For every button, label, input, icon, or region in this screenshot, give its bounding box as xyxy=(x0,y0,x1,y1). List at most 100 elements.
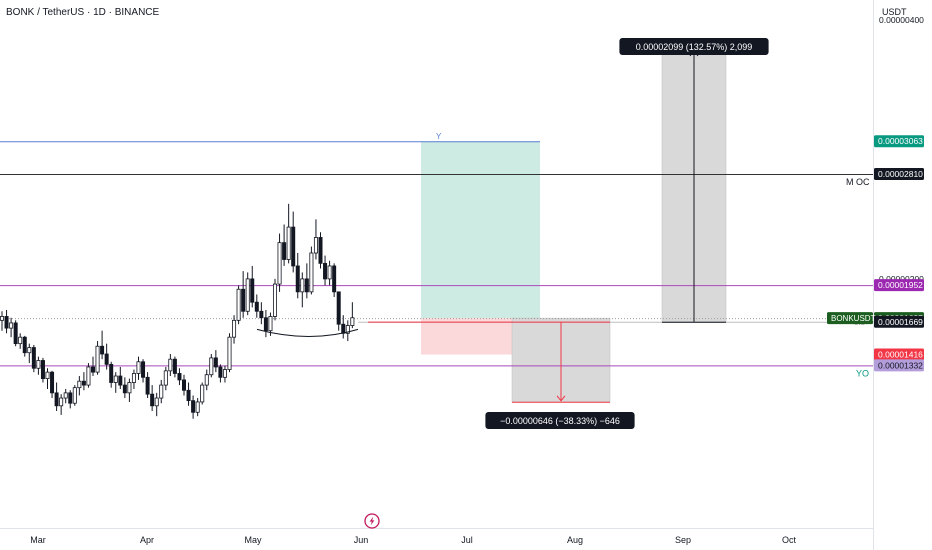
candle-body xyxy=(295,265,300,293)
candle-body xyxy=(54,392,59,407)
x-tick-label: Aug xyxy=(567,535,583,545)
candle-body xyxy=(13,322,18,345)
candle-body xyxy=(341,323,346,334)
lightning-icon[interactable] xyxy=(364,513,380,529)
candle-body xyxy=(282,242,287,260)
candle-body xyxy=(9,322,14,329)
candle-body xyxy=(236,288,241,321)
y-level-label: Y xyxy=(436,132,442,141)
candle-body xyxy=(100,345,105,355)
x-tick-label: May xyxy=(244,535,262,545)
candle-body xyxy=(345,325,350,334)
rounding-bottom-curve[interactable] xyxy=(256,328,359,337)
candle-body xyxy=(68,392,73,404)
candle-body xyxy=(104,353,109,365)
candle-body xyxy=(181,379,186,391)
measure-up-label[interactable]: 0.00002099 (132.57%) 2,099 xyxy=(619,38,769,55)
price-badge-bg xyxy=(874,315,924,328)
candle-body xyxy=(18,336,23,345)
candle-body xyxy=(232,319,237,338)
price-badge[interactable]: 0.00001952 xyxy=(874,279,924,292)
candle-body xyxy=(323,262,328,280)
measure-down-label-text: −0.00000646 (−38.33%) −646 xyxy=(500,416,620,426)
candle-body xyxy=(31,347,36,369)
candle-body xyxy=(36,360,41,369)
candle-body xyxy=(127,382,132,394)
candle-body xyxy=(204,374,209,386)
candle-body xyxy=(168,358,173,372)
candle-body xyxy=(81,380,86,386)
measure-down-label[interactable]: −0.00000646 (−38.33%) −646 xyxy=(485,412,635,429)
candle-body xyxy=(191,400,196,413)
candle-body xyxy=(272,283,277,317)
price-badge-bg xyxy=(874,279,924,292)
price-badge[interactable]: 0.00003063 xyxy=(874,135,924,148)
currency-label[interactable]: USDT xyxy=(882,7,907,17)
price-badge[interactable]: 0.00001669 xyxy=(874,315,924,328)
candle-body xyxy=(332,265,337,293)
price-badge-text: 0.00003063 xyxy=(878,136,923,146)
candle-body xyxy=(154,397,159,407)
candle-body xyxy=(277,242,282,285)
candle-body xyxy=(113,375,118,383)
measure-down-arrowhead xyxy=(556,395,566,402)
candle-body xyxy=(222,369,227,378)
price-badge-text: 0.00001332 xyxy=(878,360,923,370)
candle-body xyxy=(172,358,177,374)
x-tick-label: Jul xyxy=(461,535,473,545)
candle-body xyxy=(141,361,146,378)
price-badge-bg xyxy=(874,348,924,361)
candle-body xyxy=(72,387,77,404)
y-tick-label: 0.00000400 xyxy=(879,15,924,25)
candle-body xyxy=(159,384,164,399)
symbol-badge[interactable]: BONKUSDT xyxy=(827,312,876,325)
candle-body xyxy=(209,357,214,376)
candle-body xyxy=(200,384,205,403)
candle-body xyxy=(63,392,68,399)
candle-body xyxy=(318,237,323,264)
candle-body xyxy=(350,317,355,326)
m-oc-level-label: M OC xyxy=(846,177,870,187)
price-badge-bg xyxy=(874,168,924,181)
candle-body xyxy=(300,278,305,293)
candle-body xyxy=(136,361,141,374)
candle-body xyxy=(245,278,250,312)
price-badge[interactable]: 0.00001416 xyxy=(874,348,924,361)
candle-body xyxy=(186,389,191,402)
candle-body xyxy=(27,347,32,354)
price-badge-text: 0.00001416 xyxy=(878,350,923,360)
x-tick-label: Sep xyxy=(675,535,691,545)
measure-down-label-bg xyxy=(485,412,635,429)
symbol-badge-text: BONKUSDT xyxy=(831,314,876,323)
price-badge-bg xyxy=(874,359,924,372)
candle-body xyxy=(254,301,259,312)
price-badge[interactable]: 0.00001332 xyxy=(874,359,924,372)
candle-body xyxy=(291,226,296,267)
x-tick-label: Mar xyxy=(30,535,46,545)
candle-body xyxy=(50,371,55,394)
candle-body xyxy=(95,345,100,373)
yo-level-label: YO xyxy=(856,368,869,378)
candle-body xyxy=(286,226,291,260)
candle-body xyxy=(336,291,341,325)
candle-body xyxy=(131,373,136,383)
candle-body xyxy=(259,310,264,319)
price-badge[interactable]: 0.00002810 xyxy=(874,168,924,181)
candle-body xyxy=(218,366,223,378)
price-badge-text: 0.00001669 xyxy=(878,317,923,327)
price-badge-bg xyxy=(874,135,924,148)
candle-body xyxy=(309,252,314,293)
candle-body xyxy=(40,360,45,380)
measure-up-label-bg xyxy=(619,38,769,55)
price-badge-text: 0.00001952 xyxy=(878,280,923,290)
long-target-zone[interactable] xyxy=(421,141,540,319)
candle-body xyxy=(241,288,246,312)
symbol-title[interactable]: BONK / TetherUS · 1D · BINANCE xyxy=(6,7,160,18)
candle-body xyxy=(263,317,268,332)
candle-body xyxy=(268,316,273,332)
candle-body xyxy=(22,336,27,354)
candle-body xyxy=(213,357,218,368)
candle-body xyxy=(145,376,150,395)
candle-body xyxy=(250,278,255,303)
